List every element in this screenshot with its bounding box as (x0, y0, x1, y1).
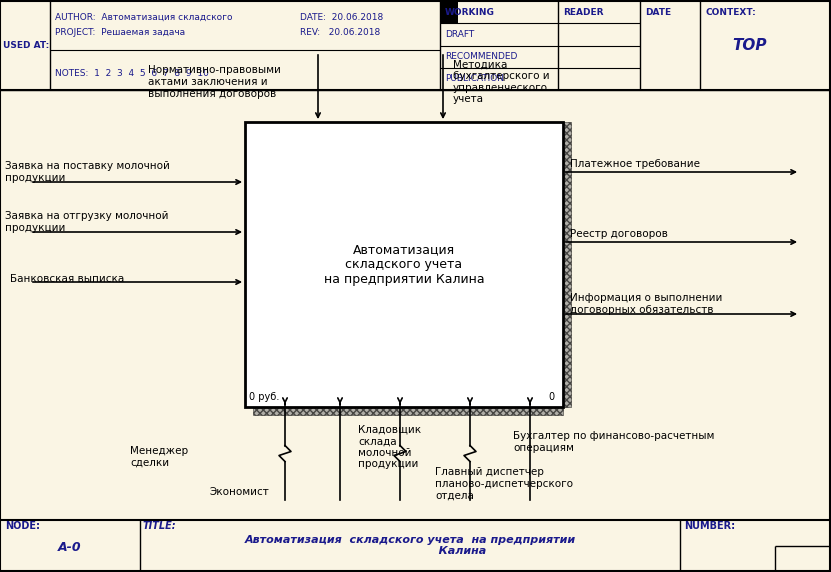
Text: WORKING: WORKING (445, 7, 495, 17)
Text: AUTHOR:  Автоматизация складского: AUTHOR: Автоматизация складского (55, 13, 233, 22)
Text: A-0: A-0 (58, 541, 81, 554)
Text: READER: READER (563, 7, 603, 17)
Text: Бухгалтер по финансово-расчетным
операциям: Бухгалтер по финансово-расчетным операци… (513, 431, 715, 453)
Text: PROJECT:  Решаемая задача: PROJECT: Решаемая задача (55, 27, 185, 37)
Text: Заявка на поставку молочной
продукции: Заявка на поставку молочной продукции (5, 161, 170, 183)
Text: 0 руб.: 0 руб. (249, 392, 279, 402)
Bar (440, 1, 458, 23)
Text: CONTEXT:: CONTEXT: (705, 7, 755, 17)
Text: DATE: DATE (645, 7, 671, 17)
Text: 0: 0 (548, 392, 554, 402)
Bar (253, 407, 563, 415)
Text: DRAFT: DRAFT (445, 30, 475, 39)
Text: Нормативно-правовыми
актами заключения и
выполнения договоров: Нормативно-правовыми актами заключения и… (148, 65, 281, 98)
Text: Главный диспетчер
планово-диспетчерского
отдела: Главный диспетчер планово-диспетчерского… (435, 467, 573, 500)
Text: TOP: TOP (733, 38, 767, 53)
Text: Банковская выписка: Банковская выписка (10, 274, 125, 284)
Text: Информация о выполнении
договорных обязательств: Информация о выполнении договорных обяза… (570, 293, 722, 315)
Text: Автоматизация
складского учета
на предприятии Калина: Автоматизация складского учета на предпр… (324, 243, 484, 286)
Text: REV:   20.06.2018: REV: 20.06.2018 (300, 27, 381, 37)
Text: USED AT:: USED AT: (3, 41, 49, 50)
Text: DATE:  20.06.2018: DATE: 20.06.2018 (300, 13, 383, 22)
Text: PUBLICATION: PUBLICATION (445, 74, 504, 84)
Text: Реестр договоров: Реестр договоров (570, 229, 668, 239)
Text: Автоматизация  складского учета  на предприятии
                           Калин: Автоматизация складского учета на предпр… (244, 535, 576, 557)
Text: Кладовщик
склада
молочной
продукции: Кладовщик склада молочной продукции (358, 424, 421, 470)
Bar (563, 122, 571, 407)
Text: NUMBER:: NUMBER: (684, 521, 735, 531)
Text: NOTES:  1  2  3  4  5  6  7  8  9  10: NOTES: 1 2 3 4 5 6 7 8 9 10 (55, 69, 209, 78)
Text: Менеджер
сделки: Менеджер сделки (130, 446, 188, 468)
Text: Платежное требование: Платежное требование (570, 159, 700, 169)
Text: TITLE:: TITLE: (143, 521, 177, 531)
Text: RECOMMENDED: RECOMMENDED (445, 52, 518, 61)
Text: NODE:: NODE: (5, 521, 40, 531)
Text: Экономист: Экономист (210, 487, 270, 497)
Bar (245, 122, 563, 407)
Text: Заявка на отгрузку молочной
продукции: Заявка на отгрузку молочной продукции (5, 211, 169, 233)
Text: Методика
бухгалтерского и
управленческого
учета: Методика бухгалтерского и управленческог… (453, 59, 549, 105)
